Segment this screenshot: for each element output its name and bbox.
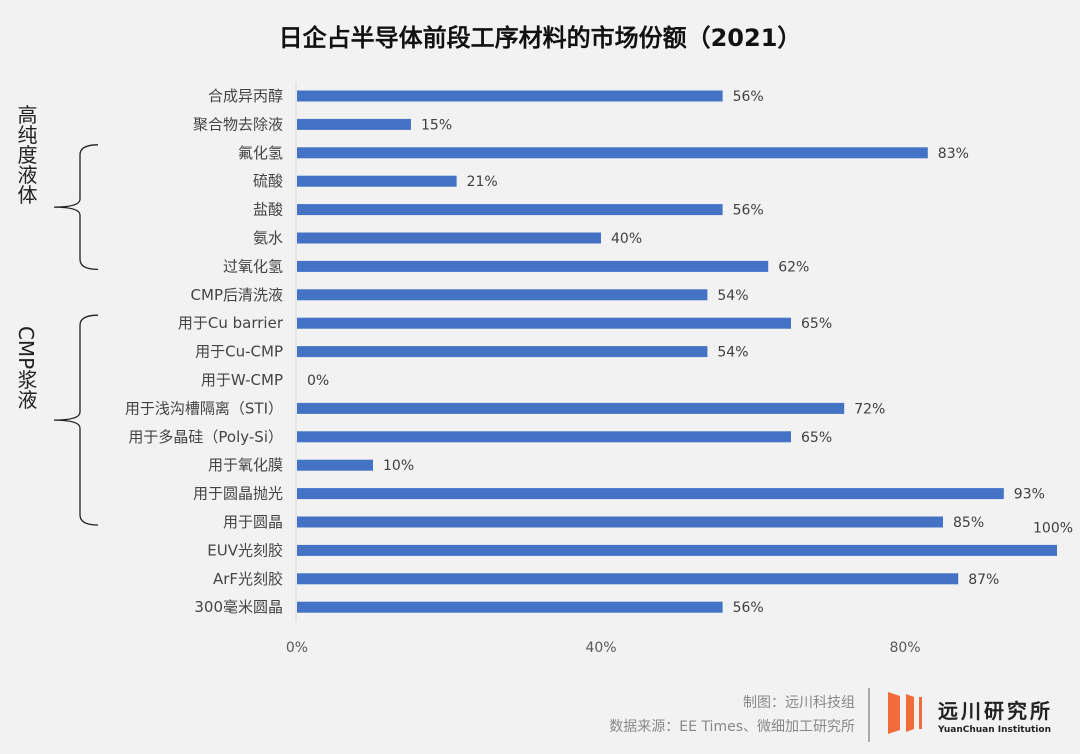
group-brace [53,314,99,526]
category-label: ArF光刻胶 [213,570,283,588]
category-label: 300毫米圆晶 [194,598,283,616]
x-tick-label: 80% [889,640,920,656]
data-label: 83% [938,146,969,162]
data-label: 15% [421,117,452,133]
data-label: 100% [1033,520,1073,536]
category-label: 过氧化氢 [223,257,283,275]
data-label: 85% [953,515,984,531]
data-label: 56% [733,600,764,616]
category-label: 用于Cu barrier [178,314,284,332]
x-tick-label: 0% [286,640,308,656]
group-label: 高纯度液体 [14,104,38,204]
category-label: 用于圆晶抛光 [193,485,283,503]
category-label: 氟化氢 [238,144,283,162]
data-label: 72% [854,401,885,417]
data-label: 0% [307,373,329,389]
bar [297,260,769,272]
bar [297,402,845,414]
group-label: CMP浆液 [14,326,38,409]
data-label: 93% [1014,487,1045,503]
category-label: 聚合物去除液 [193,115,283,133]
category-label: 用于多晶硅（Poly-Si） [128,428,283,446]
bar [297,516,943,528]
category-label: EUV光刻胶 [207,541,283,559]
data-label: 40% [611,231,642,247]
logo-en-text: YuanChuan Institution [937,725,1051,735]
category-label: 用于氧化膜 [208,456,283,474]
data-label: 56% [733,89,764,105]
bar [297,232,601,244]
data-label: 65% [801,316,832,332]
bar [297,431,791,443]
data-label: 54% [717,288,748,304]
data-label: 62% [778,259,809,275]
footer-divider [868,688,870,742]
bar [297,317,791,329]
bar [297,289,708,301]
bar [297,459,373,471]
yuanchuan-logo: 远川研究所 YuanChuan Institution [888,688,1073,742]
category-label: 用于Cu-CMP [195,343,283,361]
bar [297,346,708,358]
data-label: 54% [717,345,748,361]
category-label: CMP后清洗液 [191,286,283,304]
bar [297,147,928,159]
source-text: 数据来源：EE Times、微细加工研究所 [609,719,855,735]
x-tick-label: 40% [585,640,616,656]
category-label: 用于浅沟槽隔离（STI） [125,399,283,417]
bar [297,573,959,585]
bar [297,118,411,130]
bar [297,488,1004,500]
bar [297,544,1057,556]
data-label: 65% [801,430,832,446]
bar [297,601,723,613]
logo-mark-icon: 远川研究所 YuanChuan Institution [888,692,1053,735]
bar [297,204,723,216]
data-label: 56% [733,203,764,219]
credit-text: 制图：远川科技组 [743,695,855,711]
category-label: 用于圆晶 [223,513,283,531]
data-label: 10% [383,458,414,474]
group-brace [53,144,99,271]
category-label: 合成异丙醇 [208,87,283,105]
category-label: 氨水 [253,229,283,247]
category-label: 盐酸 [253,201,283,219]
chart-title: 日企占半导体前段工序材料的市场份额（2021） [278,24,802,52]
bar [297,175,457,187]
bar-chart: 合成异丙醇 56% 聚合物去除液 15% 氟化氢 83% 硫酸 21% 盐酸 56% 氨水 40% 过氧… [14,82,1073,656]
category-label: 硫酸 [253,172,283,190]
category-label: 用于W-CMP [201,371,283,389]
logo-cn-text: 远川研究所 [938,699,1053,723]
data-label: 21% [467,174,498,190]
data-label: 87% [968,572,999,588]
bar [297,90,723,102]
